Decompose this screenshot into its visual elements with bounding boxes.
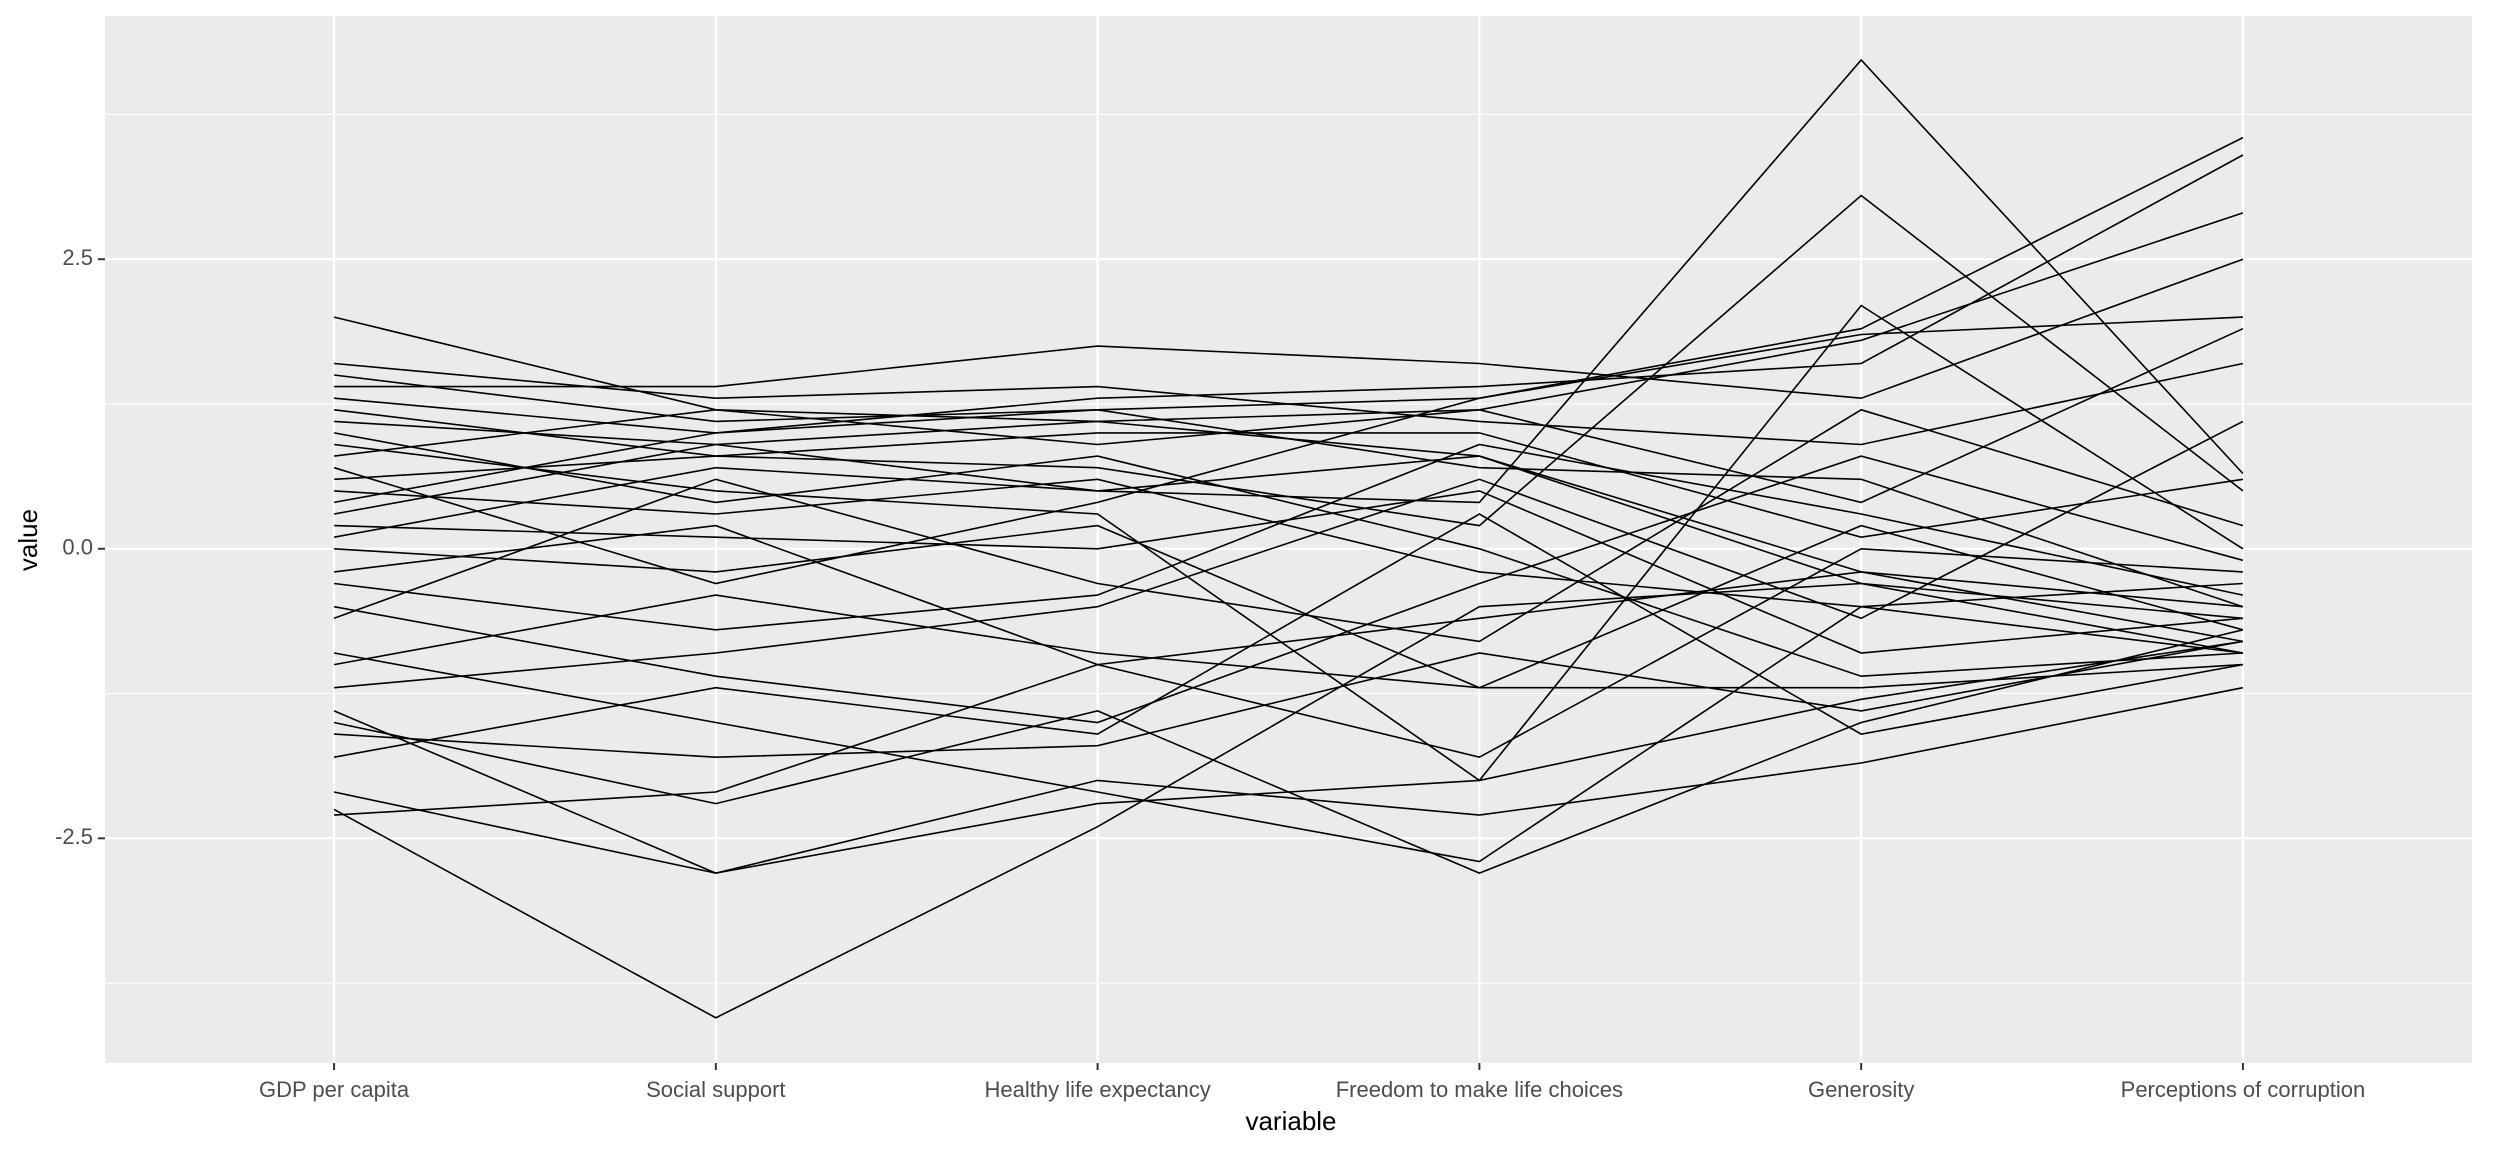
- series-line: [334, 258, 2244, 400]
- series-line: [333, 513, 2244, 758]
- x-tick-label: Healthy life expectancy: [984, 1077, 1210, 1102]
- series-line: [333, 686, 2244, 874]
- series-line: [333, 432, 2243, 678]
- x-tick-label: Generosity: [1808, 1077, 1914, 1102]
- series-line: [334, 304, 2244, 782]
- series-line: [333, 316, 2243, 585]
- series-line: [333, 408, 2244, 643]
- grid: [105, 16, 2472, 1063]
- series-line: [334, 524, 2243, 759]
- plot-panel: [105, 16, 2472, 1063]
- series-line: [334, 154, 2244, 434]
- series-line: [333, 629, 2244, 874]
- y-tick-label: -2.5: [55, 824, 93, 849]
- series-line: [333, 594, 2243, 689]
- lines: [333, 58, 2244, 1019]
- y-axis-title: value: [13, 509, 43, 571]
- x-tick-label: Freedom to make life choices: [1336, 1077, 1623, 1102]
- x-tick-label: Perceptions of corruption: [2121, 1077, 2366, 1102]
- series-line: [334, 409, 2244, 539]
- series-line: [334, 327, 2244, 504]
- series-line: [333, 605, 2243, 863]
- series-line: [334, 571, 2243, 816]
- x-tick-label: GDP per capita: [259, 1077, 410, 1102]
- axes: -2.5 0.0 2.5 GDP per capita Social support He…: [55, 245, 2365, 1102]
- series-line: [334, 194, 2244, 527]
- series-line: [333, 212, 2244, 423]
- series-line: [334, 524, 2244, 689]
- series-line: [333, 582, 2243, 1019]
- series-line: [334, 420, 2244, 689]
- series-line: [334, 362, 2244, 446]
- x-tick-label: Social support: [646, 1077, 785, 1102]
- series-line: [333, 455, 2244, 654]
- y-tick-label: 0.0: [62, 535, 93, 560]
- y-tick-label: 2.5: [62, 245, 93, 270]
- series-line: [333, 408, 2244, 608]
- series-line: [334, 640, 2244, 759]
- x-axis-title: variable: [1245, 1106, 1336, 1136]
- series-line: [334, 478, 2243, 608]
